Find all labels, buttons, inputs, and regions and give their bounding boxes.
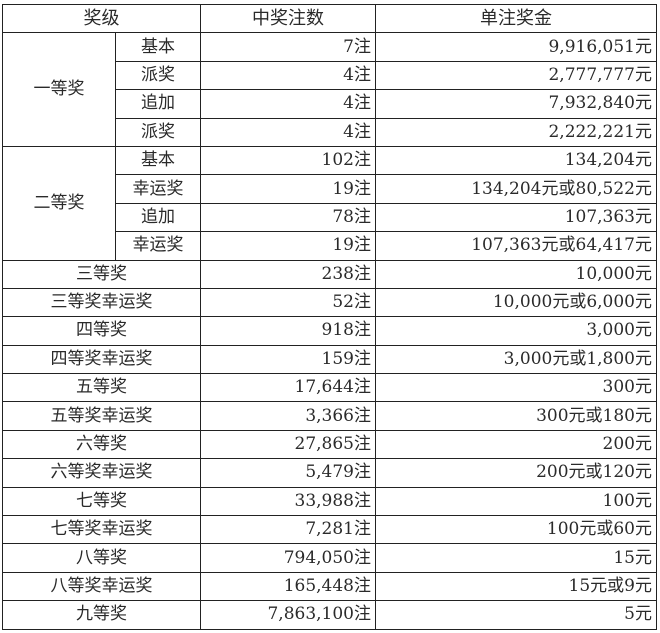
table-row: 四等奖幸运奖 159注 3,000元或1,800元 — [2, 344, 657, 375]
header-count: 中奖注数 — [200, 3, 376, 34]
table-row: 四等奖 918注 3,000元 — [2, 316, 657, 346]
prize-amount: 9,916,051元 — [375, 32, 657, 62]
prize-amount: 2,777,777元 — [375, 60, 657, 91]
prize-level: 三等奖 — [2, 259, 201, 289]
winner-count: 7注 — [200, 32, 376, 62]
prize-sublevel: 幸运奖 — [115, 174, 201, 204]
header-prize: 单注奖金 — [375, 3, 657, 34]
winner-count: 78注 — [200, 202, 376, 233]
prize-sublevel: 派奖 — [115, 117, 201, 147]
prize-level: 二等奖 — [2, 145, 116, 261]
winner-count: 19注 — [200, 174, 376, 204]
prize-amount: 134,204元 — [375, 145, 657, 176]
prize-amount: 15元或9元 — [375, 571, 657, 602]
prize-sublevel: 派奖 — [115, 60, 201, 91]
winner-count: 3,366注 — [200, 401, 376, 431]
table-row: 八等奖幸运奖 165,448注 15元或9元 — [2, 571, 657, 602]
prize-amount: 107,363元 — [375, 202, 657, 233]
table-row: 六等奖 27,865注 200元 — [2, 429, 657, 460]
prize-level: 六等奖 — [2, 429, 201, 460]
header-level: 奖级 — [2, 3, 201, 34]
prize-level: 五等奖幸运奖 — [2, 401, 201, 431]
table-row: 追加 4注 7,932,840元 — [3, 89, 657, 119]
header-row: 奖级 中奖注数 单注奖金 — [2, 3, 657, 34]
prize-level: 四等奖 — [2, 316, 201, 346]
winner-count: 27,865注 — [200, 429, 376, 460]
winner-count: 794,050注 — [200, 543, 376, 573]
prize-amount: 10,000元 — [375, 259, 657, 289]
winner-count: 4注 — [200, 89, 376, 119]
prize-amount: 134,204元或80,522元 — [375, 174, 657, 204]
winner-count: 4注 — [200, 60, 376, 91]
table-row: 派奖 4注 2,777,777元 — [3, 60, 657, 91]
prize-table: 奖级 中奖注数 单注奖金 一等奖 基本 7注 9,916,051元 派奖 4注 2,777,… — [2, 3, 657, 630]
table-row: 幸运奖 19注 134,204元或80,522元 — [3, 174, 657, 204]
prize-amount: 3,000元 — [375, 316, 657, 346]
winner-count: 52注 — [200, 287, 376, 318]
table-row: 七等奖幸运奖 7,281注 100元或60元 — [2, 515, 657, 545]
prize-amount: 10,000元或6,000元 — [375, 287, 657, 318]
prize-level: 七等奖幸运奖 — [2, 515, 201, 545]
prize-amount: 100元 — [375, 486, 657, 517]
prize-sublevel: 追加 — [115, 89, 201, 119]
prize-amount: 200元或120元 — [375, 458, 657, 488]
winner-count: 238注 — [200, 259, 376, 289]
winner-count: 165,448注 — [200, 571, 376, 602]
prize-sublevel: 基本 — [115, 32, 201, 62]
prize-level: 三等奖幸运奖 — [2, 287, 201, 318]
winner-count: 7,281注 — [200, 515, 376, 545]
prize-level: 八等奖 — [2, 543, 201, 573]
winner-count: 33,988注 — [200, 486, 376, 517]
table-row: 三等奖幸运奖 52注 10,000元或6,000元 — [2, 287, 657, 318]
prize-sublevel: 追加 — [115, 202, 201, 233]
prize-amount: 7,932,840元 — [375, 89, 657, 119]
winner-count: 4注 — [200, 117, 376, 147]
prize-amount: 300元 — [375, 373, 657, 403]
prize-level: 九等奖 — [2, 600, 201, 630]
prize-level: 七等奖 — [2, 486, 201, 517]
table-row: 一等奖 基本 7注 9,916,051元 — [2, 32, 657, 147]
prize-level: 一等奖 — [2, 32, 116, 147]
prize-level: 六等奖幸运奖 — [2, 458, 201, 488]
winner-count: 159注 — [200, 344, 376, 375]
prize-sublevel: 基本 — [115, 145, 201, 176]
table-row: 八等奖 794,050注 15元 — [2, 543, 657, 573]
prize-amount: 15元 — [375, 543, 657, 573]
prize-amount: 100元或60元 — [375, 515, 657, 545]
table-row: 派奖 4注 2,222,221元 — [3, 117, 657, 147]
prize-level: 五等奖 — [2, 373, 201, 403]
prize-amount: 5元 — [375, 600, 657, 630]
prize-level: 四等奖幸运奖 — [2, 344, 201, 375]
table-row: 九等奖 7,863,100注 5元 — [2, 600, 657, 630]
winner-count: 918注 — [200, 316, 376, 346]
table-row: 五等奖 17,644注 300元 — [2, 373, 657, 403]
prize-amount: 300元或180元 — [375, 401, 657, 431]
prize-amount: 2,222,221元 — [375, 117, 657, 147]
prize-level: 八等奖幸运奖 — [2, 571, 201, 602]
table-row: 三等奖 238注 10,000元 — [2, 259, 657, 289]
table-row: 追加 78注 107,363元 — [3, 202, 657, 233]
prize-amount: 107,363元或64,417元 — [375, 231, 657, 261]
table-row: 二等奖 基本 102注 134,204元 — [2, 145, 657, 261]
winner-count: 7,863,100注 — [200, 600, 376, 630]
prize-amount: 200元 — [375, 429, 657, 460]
winner-count: 19注 — [200, 231, 376, 261]
table-row: 七等奖 33,988注 100元 — [2, 486, 657, 517]
prize-sublevel: 幸运奖 — [115, 231, 201, 261]
winner-count: 102注 — [200, 145, 376, 176]
table-row: 五等奖幸运奖 3,366注 300元或180元 — [2, 401, 657, 431]
table-row: 六等奖幸运奖 5,479注 200元或120元 — [2, 458, 657, 488]
winner-count: 5,479注 — [200, 458, 376, 488]
winner-count: 17,644注 — [200, 373, 376, 403]
prize-amount: 3,000元或1,800元 — [375, 344, 657, 375]
